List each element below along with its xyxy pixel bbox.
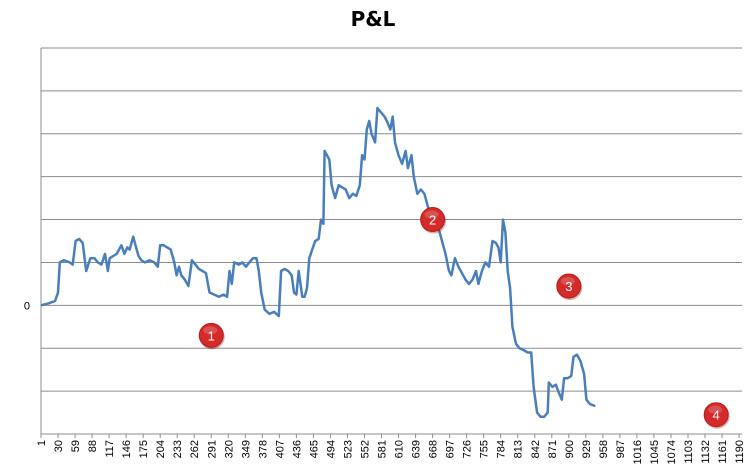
x-tick-label: 204 [155,440,167,458]
x-tick-label: 233 [172,440,184,458]
grid-lines [41,47,742,392]
x-tick-label: 378 [257,440,269,458]
marker-circle [198,322,224,348]
marker-circle [703,402,729,428]
x-tick-label: 465 [308,440,320,458]
x-tick-label: 639 [411,440,423,458]
x-tick-label: 871 [547,440,559,458]
marker-highlight [424,210,439,219]
x-tick-label: 146 [121,440,133,458]
x-tick-label: 1074 [666,440,678,464]
x-tick-label: 349 [240,440,252,458]
x-tick-label: 320 [223,440,235,458]
x-tick-label: 929 [581,440,593,458]
marker-highlight [203,326,218,335]
x-tick-label: 262 [189,440,201,458]
marker-label: 1 [208,328,215,343]
x-axis-ticks: 1 30 59 88 117 146 175 204 233 262 291 320 349 378 407… [36,434,746,464]
x-tick-label: 88 [87,440,99,452]
x-tick-label: 784 [496,440,508,458]
x-tick-label: 958 [598,440,610,458]
x-tick-label: 59 [70,440,82,452]
annotation-marker: 3 [556,273,583,301]
axes [40,48,742,435]
marker-circle [556,273,582,299]
marker-highlight [708,405,723,414]
x-tick-label: 755 [479,440,491,458]
x-tick-label: 1 [36,440,48,446]
marker-highlight [560,277,575,286]
x-tick-label: 436 [291,440,303,458]
x-tick-label: 552 [359,440,371,458]
x-tick-label: 842 [530,440,542,458]
x-tick-label: 581 [377,440,389,458]
series-group [40,106,596,419]
x-tick-label: 291 [206,440,218,458]
marker-label: 3 [565,279,572,294]
y-axis-labels: 0 [24,300,30,312]
x-tick-label: 1016 [632,440,644,464]
x-tick-label: 726 [462,440,474,458]
series-line [40,106,596,419]
x-tick-label: 900 [564,440,576,458]
marker-circle [420,207,446,233]
marker-label: 2 [429,213,436,228]
annotation-markers: 1 2 3 4 [198,207,730,429]
x-tick-label: 1161 [717,440,729,464]
x-tick-label: 1132 [700,440,712,464]
x-tick-label: 117 [104,440,116,458]
x-tick-label: 494 [325,440,337,458]
x-tick-label: 813 [513,440,525,458]
x-tick-label: 175 [138,440,150,458]
x-tick-label: 697 [445,440,457,458]
annotation-marker: 1 [198,322,225,350]
x-tick-label: 30 [53,440,65,452]
annotation-marker: 4 [703,402,730,429]
chart-title: P&L [351,7,396,31]
x-tick-label: 610 [394,440,406,458]
x-tick-label: 1045 [649,440,661,464]
marker-label: 4 [713,408,720,423]
x-tick-label: 987 [615,440,627,458]
x-tick-label: 523 [342,440,354,458]
x-tick-label: 1190 [734,440,746,464]
x-tick-label: 668 [428,440,440,458]
x-tick-label: 1103 [683,440,695,464]
annotation-marker: 2 [420,207,447,234]
x-tick-label: 407 [274,440,286,458]
y-tick-label: 0 [24,300,30,312]
